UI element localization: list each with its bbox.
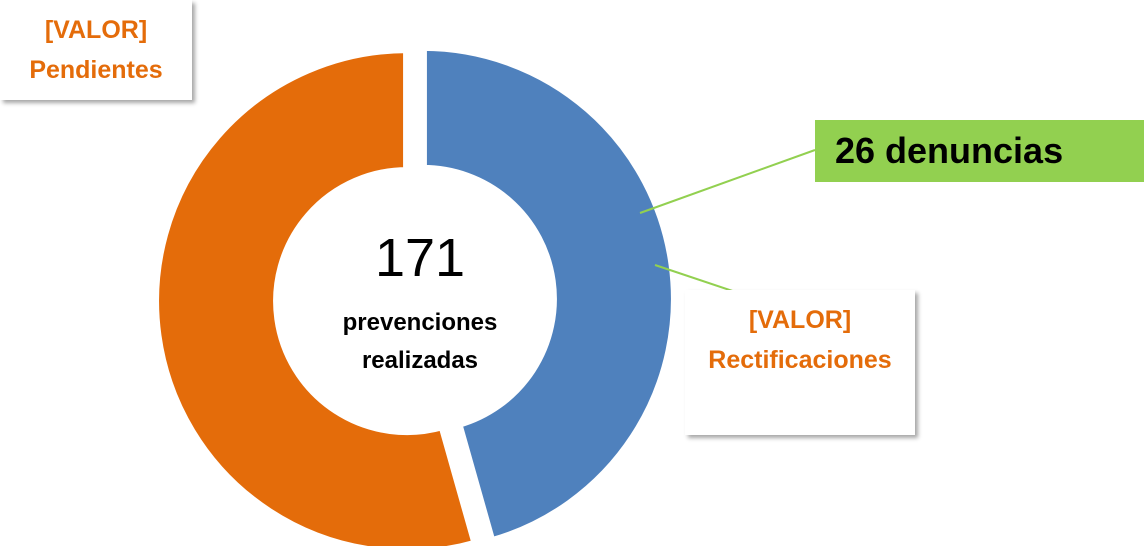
center-text: realizadas — [362, 347, 478, 374]
value-label: [VALOR] — [44, 16, 148, 44]
category-label: Rectificaciones — [708, 346, 892, 374]
data-label: [VALOR] Pendientes — [0, 0, 192, 100]
leader-line — [639, 149, 816, 214]
category-label: Pendientes — [29, 56, 163, 84]
donut-segment — [151, 45, 481, 546]
annotation: 26 denuncias — [815, 120, 1144, 182]
data-label: [VALOR] Rectificaciones — [685, 290, 915, 435]
center-text: prevenciones — [343, 309, 498, 336]
donut-segment — [418, 42, 679, 546]
center-value: 171 — [375, 228, 465, 288]
value-label: [VALOR] — [748, 306, 852, 334]
